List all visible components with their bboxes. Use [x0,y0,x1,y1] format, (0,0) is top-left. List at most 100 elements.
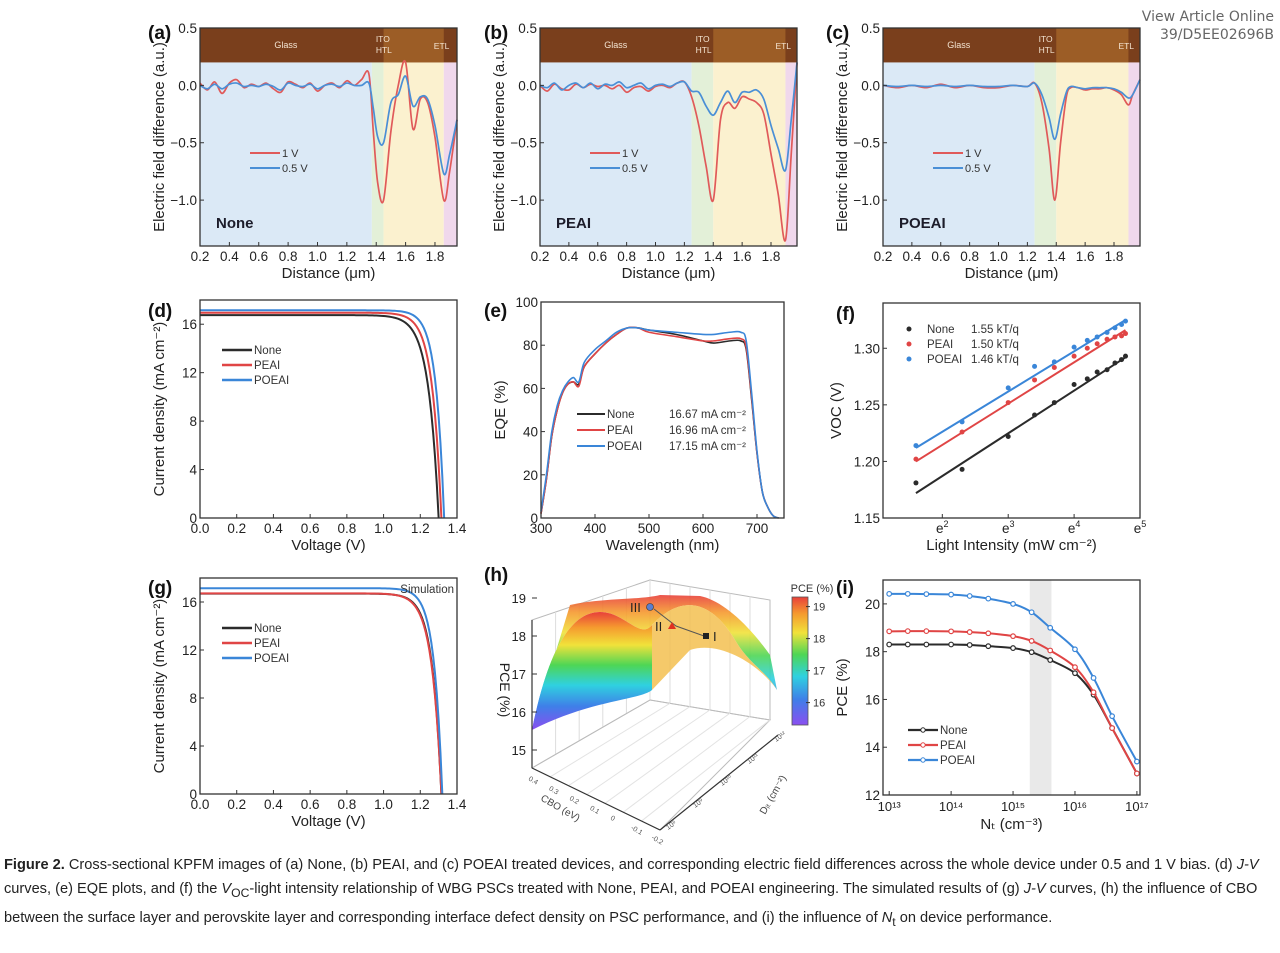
legend-value: 1.50 kT/q [971,339,1019,351]
x-tick-label: 10¹⁵ [1001,799,1025,814]
y-tick-label: 16 [865,692,880,707]
data-point-peai [1123,331,1129,337]
x-tick-label: 0.2 [531,249,550,264]
x-tick-label: 0.4 [527,776,539,787]
kpfm-perovskite-area [1056,28,1129,63]
x-tick-label: 0.2 [191,249,210,264]
z-tick-label: 16 [512,705,526,720]
shaded-band [1029,580,1052,795]
marker-i [703,633,709,639]
legend-value: 16.67 mA cm⁻² [669,409,746,421]
data-point-none [959,466,965,472]
plot-frame-g [199,577,458,795]
caption-sub: OC [231,886,250,901]
x-tick-label: 300 [530,521,553,536]
y-tick-label: 20 [865,597,880,612]
floor-grid [568,706,691,787]
legend-label: PEAI [607,425,633,437]
x-tick-label: 1.2 [675,249,694,264]
data-point-none [1072,670,1078,677]
caption-italic: J-V [1023,881,1046,898]
caption-text: curves, (e) EQE plots, and (f) the [4,881,222,898]
x-tick-label: 0 [609,815,616,823]
x-tick-label: 0.4 [559,249,578,264]
panel-label-a: (a) [148,23,171,44]
legend-value: 17.15 mA cm⁻² [669,441,746,453]
legend-value: 16.96 mA cm⁻² [669,425,746,437]
view-article-link[interactable]: View Article Online [1141,9,1274,25]
y-tick-label: 40 [523,425,538,440]
data-point-none [1104,367,1110,373]
series-line-0.5v [882,79,1141,141]
x-tick-label: 1.8 [426,249,445,264]
data-point-peai [1032,377,1038,383]
y-tick-label: 18 [865,645,880,660]
data-point-poeai [1094,334,1100,340]
panel-label-e: (e) [484,301,507,322]
panel-label-h: (h) [484,565,508,586]
series-line-none [889,643,1138,774]
series-line-none [540,326,779,519]
legend-label: None [940,725,968,737]
x-tick-label: 1.0 [989,249,1008,264]
kpfm-perovskite-area [383,28,444,63]
layer-region-pvk [1056,62,1129,246]
data-point-poeai [1028,609,1035,616]
y-tick-label: 10¹² [773,730,788,743]
data-point-none [966,642,973,648]
data-point-peai [1094,341,1100,347]
data-point-none [886,641,893,648]
chart-g: 0.0 0.2 0.4 0.6 0.8 1.0 1.2 1.4 0 4 8 12 16 Voltage (… [148,577,467,830]
data-point-peai [913,456,919,462]
data-point-none [1028,649,1035,656]
y-tick-label: −1.0 [510,193,537,208]
data-point-poeai [1010,600,1016,607]
series-line-none [200,314,440,519]
z-tick-label: 19 [512,591,526,606]
x-tick-label: 0.8 [337,521,356,536]
series-line-poeai [200,587,444,795]
panel-label-f: (f) [836,304,855,325]
fit-line-none [915,356,1127,494]
y-axis-label: Electric field difference (a.u.) [834,42,851,232]
data-point-none [904,641,911,648]
y-tick-label: 16 [182,595,197,610]
data-point-poeai [1032,363,1038,369]
data-point-poeai [1047,624,1054,631]
sample-label: None [216,215,254,232]
series-line-peai [200,311,443,519]
view-article-online[interactable]: View Article Online 39/D5EE02696B [1142,8,1274,44]
marker-label: III [630,600,641,615]
data-point-none [913,480,919,486]
layer-label-htl: HTL [376,45,392,55]
layer-region-etl [1128,62,1140,246]
y-tick-label: 8 [189,691,197,706]
data-point-none [1047,657,1054,663]
data-point-peai [1005,400,1011,406]
y-tick-label: −1.0 [853,193,880,208]
x-tick-label: 1.4 [1047,249,1066,264]
chart-d: 0.0 0.2 0.4 0.6 0.8 1.0 1.2 1.4 0 4 8 12 16 Voltage (… [148,299,467,554]
series-line-1v [199,60,458,204]
series-line-poeai [889,592,1138,763]
z-axis-label: PCE (%) [497,663,513,717]
x-axis-label: Voltage (V) [291,537,365,554]
layer-region-glass [540,62,692,246]
layer-label-ito: ITO [1039,34,1053,44]
surface-front [532,612,652,730]
x-tick-label: 0.0 [191,797,210,812]
x-tick-label: 1.4 [704,249,723,264]
x-tick-label: 0.2 [568,795,580,806]
x-tick-label: 600 [692,521,715,536]
y-tick-label: 1.15 [854,511,880,526]
data-point-poeai [1123,318,1129,324]
x-tick-label: 0.2 [227,797,246,812]
caption-text: Cross-sectional KPFM images of (a) None,… [64,857,1237,873]
y-tick-label: 1.20 [854,454,880,469]
data-point-poeai [1084,337,1090,343]
y-tick-label: 8 [189,414,197,429]
layer-label-htl: HTL [696,45,712,55]
y-tick-label: 14 [865,740,881,755]
x-tick-label: 400 [584,521,607,536]
